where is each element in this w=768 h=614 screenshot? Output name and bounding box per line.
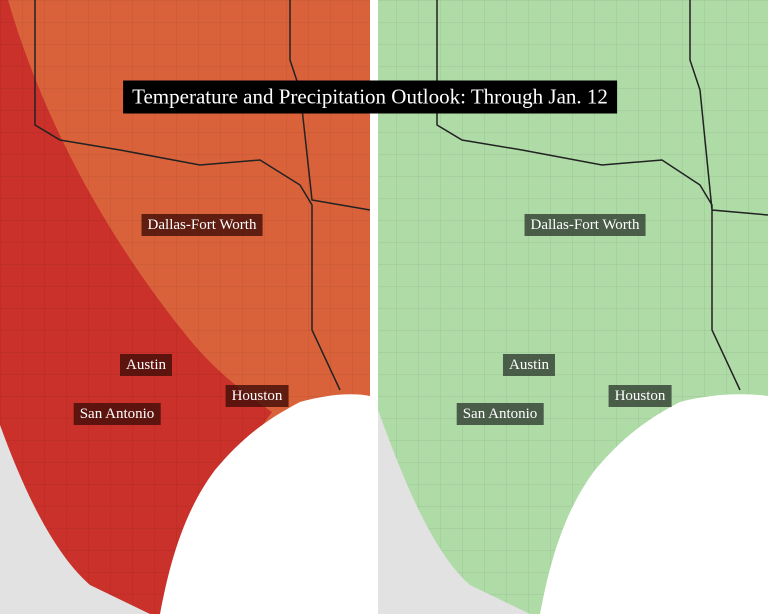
city-label: San Antonio: [73, 403, 161, 425]
city-label: Austin: [502, 354, 556, 376]
city-label: Austin: [119, 354, 173, 376]
city-label: Dallas-Fort Worth: [141, 214, 263, 236]
title: Temperature and Precipitation Outlook: T…: [123, 80, 617, 114]
city-label: Houston: [608, 385, 672, 407]
city-label: Houston: [225, 385, 289, 407]
city-label: Dallas-Fort Worth: [524, 214, 646, 236]
city-label: San Antonio: [456, 403, 544, 425]
